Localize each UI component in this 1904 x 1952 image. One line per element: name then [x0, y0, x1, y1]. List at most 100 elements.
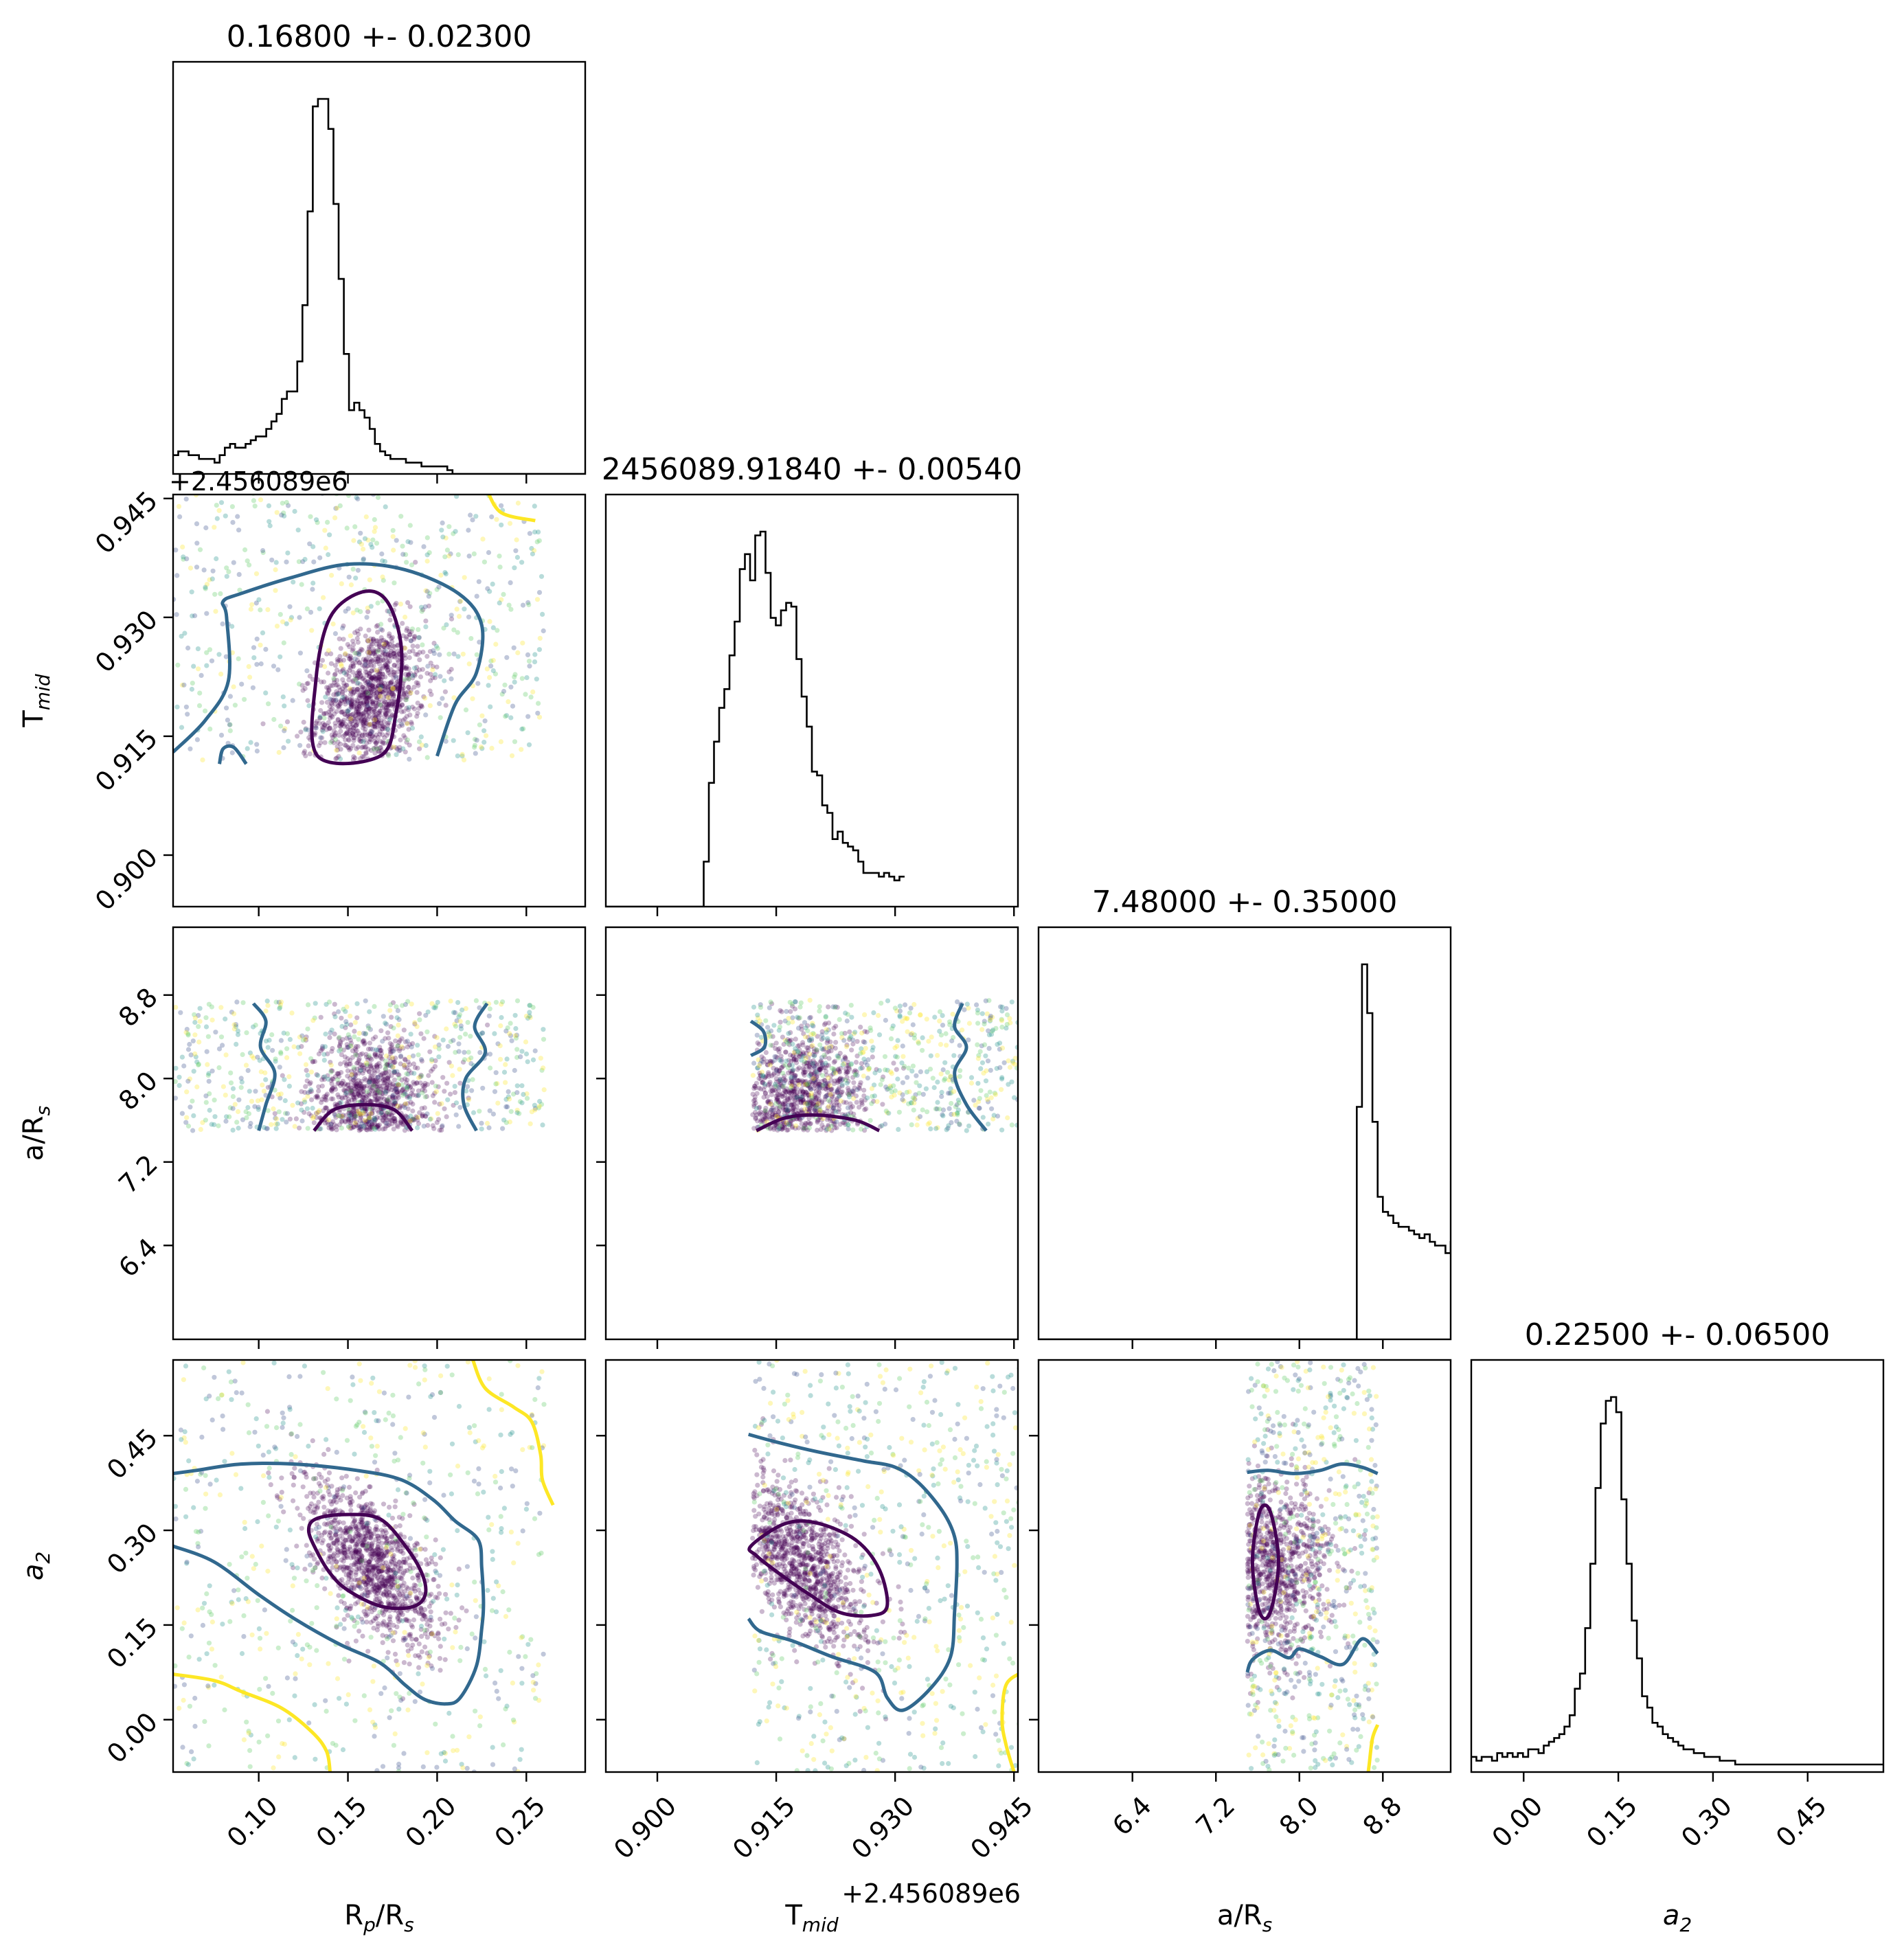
sample-point: [508, 606, 514, 612]
sample-point: [808, 1014, 813, 1020]
sample-point: [321, 1108, 326, 1113]
sample-point: [934, 1106, 940, 1112]
sample-point: [914, 1073, 919, 1078]
sample-point: [817, 1082, 822, 1087]
sample-point: [457, 1019, 463, 1024]
sample-point: [388, 648, 394, 655]
sample-point: [225, 717, 230, 723]
sample-point: [386, 699, 392, 704]
sample-point: [289, 1010, 295, 1016]
sample-point: [407, 632, 413, 637]
sample-point: [778, 1076, 783, 1082]
sample-point: [811, 1023, 816, 1029]
sample-point: [391, 1025, 396, 1031]
sample-point: [499, 503, 504, 508]
sample-point: [376, 1565, 381, 1571]
sample-point: [380, 558, 385, 564]
sample-point: [387, 695, 393, 701]
sample-point: [823, 1014, 828, 1019]
sample-point: [846, 1088, 852, 1093]
sample-point: [361, 546, 366, 552]
sample-point: [265, 1003, 271, 1008]
sample-point: [488, 704, 493, 710]
sample-point: [343, 1095, 348, 1100]
sample-point: [400, 1086, 407, 1091]
sample-point: [345, 1549, 351, 1554]
sample-point: [364, 712, 370, 718]
sample-point: [514, 998, 521, 1003]
sample-point: [376, 1569, 381, 1575]
sample-point: [350, 712, 356, 717]
sample-point: [776, 1085, 782, 1090]
sample-point: [376, 683, 382, 689]
sample-point: [455, 1000, 461, 1006]
sample-point: [336, 691, 341, 696]
sample-point: [804, 1045, 810, 1050]
sample-point: [348, 633, 353, 639]
sample-point: [361, 557, 366, 563]
sample-point: [427, 1653, 433, 1659]
sample-point: [774, 1096, 780, 1101]
sample-point: [348, 727, 353, 733]
sample-point: [368, 677, 374, 683]
sample-point: [193, 1054, 199, 1060]
sample-point: [987, 1018, 993, 1023]
sample-point: [823, 1060, 828, 1066]
sample-point: [330, 1068, 335, 1074]
sample-point: [907, 1010, 913, 1016]
sample-point: [367, 1508, 373, 1513]
sample-point: [991, 1113, 997, 1118]
sample-point: [868, 1117, 873, 1123]
sample-point: [258, 1069, 264, 1075]
sample-point: [396, 1017, 402, 1022]
sample-point: [376, 1552, 381, 1557]
sample-point: [376, 643, 382, 648]
sample-point: [358, 674, 363, 679]
sample-point: [350, 701, 355, 707]
sample-point: [445, 1097, 451, 1102]
sample-point: [335, 1546, 340, 1552]
sample-point: [196, 666, 201, 672]
sample-point: [344, 695, 350, 701]
sample-point: [764, 1110, 769, 1115]
sample-point: [323, 694, 328, 700]
sample-point: [261, 1125, 267, 1131]
sample-point: [399, 1122, 405, 1127]
sample-point: [334, 709, 339, 714]
sample-point: [403, 1080, 409, 1086]
sample-point: [234, 1120, 240, 1125]
sample-point: [383, 1020, 388, 1026]
sample-point: [826, 1104, 832, 1109]
sample-point: [336, 1080, 341, 1086]
sample-point: [253, 571, 260, 576]
sample-point: [332, 1122, 337, 1128]
sample-point: [330, 1085, 335, 1091]
sample-point: [401, 1560, 407, 1565]
sample-point: [399, 1044, 405, 1049]
sample-point: [343, 688, 348, 693]
sample-point: [387, 715, 393, 720]
sample-point: [398, 1054, 404, 1060]
sample-point: [328, 740, 333, 745]
sample-point: [801, 1097, 806, 1102]
sample-point: [402, 677, 407, 682]
sample-point: [361, 723, 367, 729]
sample-point: [364, 699, 370, 704]
sample-point: [334, 1124, 339, 1129]
sample-point: [782, 1122, 788, 1128]
sample-point: [986, 1045, 992, 1051]
sample-point: [433, 1003, 439, 1009]
sample-point: [385, 655, 391, 660]
sample-point: [362, 663, 367, 669]
sample-point: [378, 622, 384, 627]
sample-point: [997, 1041, 1003, 1046]
sample-point: [784, 1107, 790, 1113]
sample-point: [424, 552, 430, 558]
sample-point: [223, 1017, 228, 1022]
sample-point: [378, 689, 384, 694]
sample-point: [354, 1088, 359, 1093]
sample-point: [429, 692, 434, 697]
sample-point: [776, 1087, 782, 1093]
sample-point: [187, 1041, 192, 1047]
sample-point: [370, 642, 375, 647]
